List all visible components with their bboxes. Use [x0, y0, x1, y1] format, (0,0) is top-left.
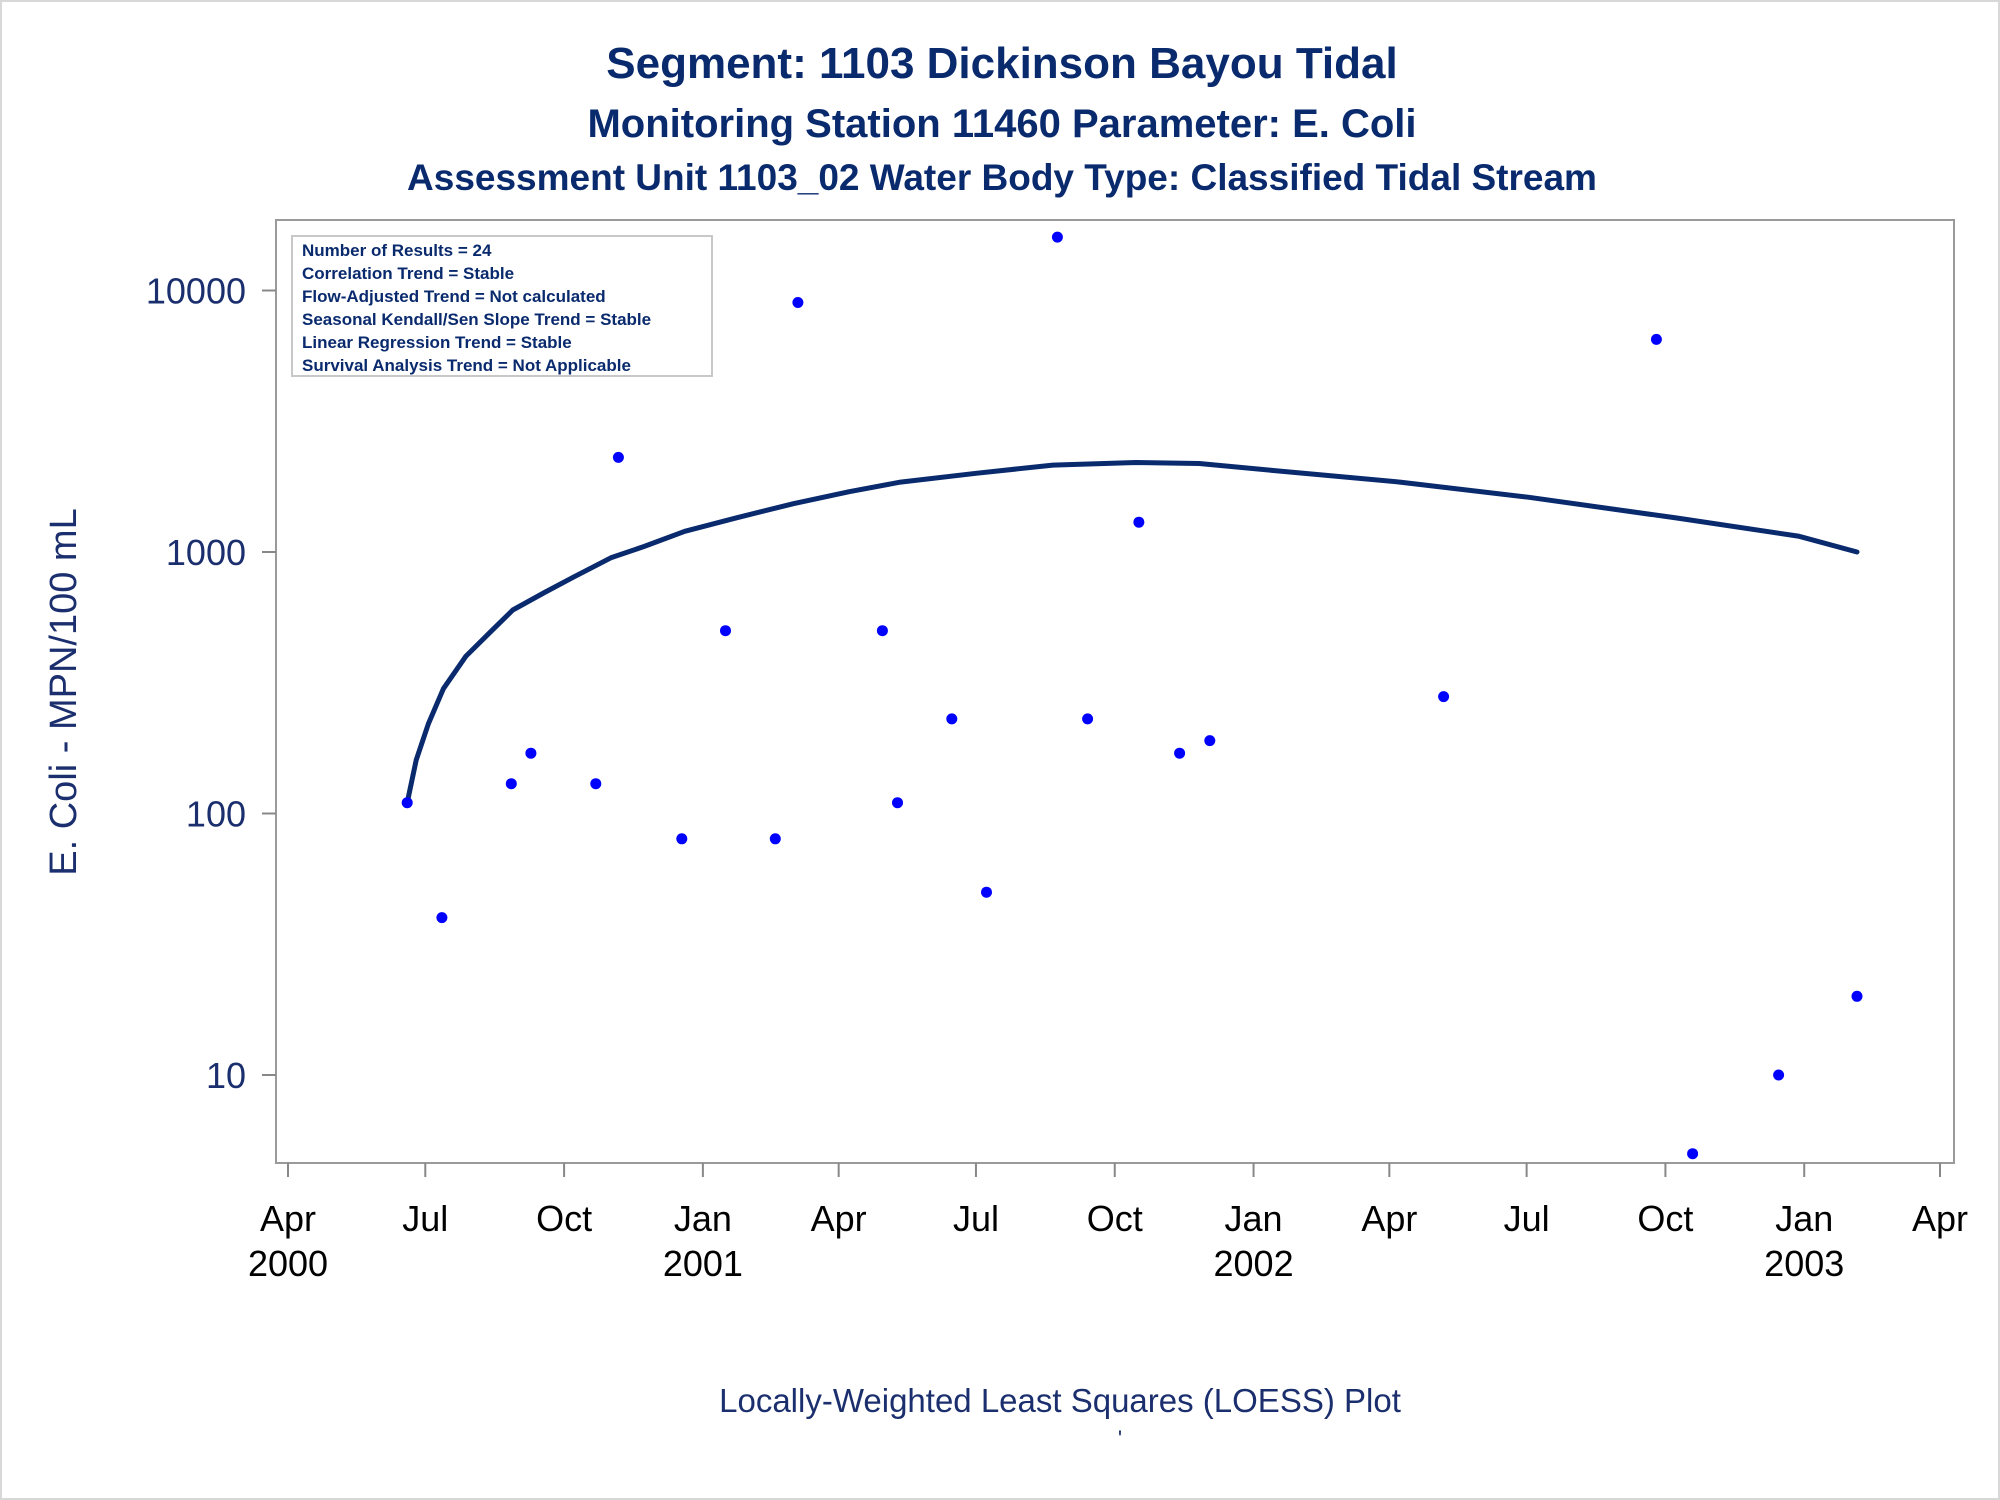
x-tick-label: Apr [811, 1198, 867, 1239]
x-tick-label: Jul [402, 1198, 448, 1239]
data-series [401, 231, 1863, 1160]
x-tick-year-label: 2001 [663, 1243, 743, 1284]
titles: Segment: 1103 Dickinson Bayou Tidal Moni… [407, 39, 1597, 198]
data-point [1851, 990, 1863, 1002]
x-tick-year-label: 2003 [1764, 1243, 1844, 1284]
data-point [612, 451, 624, 463]
data-point [676, 833, 688, 845]
data-point [720, 625, 731, 637]
data-point [436, 912, 448, 924]
data-point [1174, 747, 1186, 759]
x-tick-label: Jul [1504, 1198, 1550, 1239]
stat-survival-analysis-trend: Survival Analysis Trend = Not Applicable [302, 356, 631, 375]
stats-box: Number of Results = 24 Correlation Trend… [291, 235, 713, 377]
x-tick-label: Apr [260, 1198, 316, 1239]
chart-title: Segment: 1103 Dickinson Bayou Tidal [606, 39, 1397, 88]
data-point [1082, 713, 1094, 725]
data-point [1773, 1069, 1785, 1081]
stat-number-of-results: Number of Results = 24 [302, 241, 492, 260]
chart-subtitle-2: Assessment Unit 1103_02 Water Body Type:… [407, 157, 1597, 198]
data-point [1204, 735, 1216, 747]
footnote-mark: ' [1118, 1426, 1122, 1451]
y-tick-label: 1000 [166, 532, 246, 573]
loess-curve [404, 460, 1860, 806]
x-tick-year-label: 2002 [1214, 1243, 1294, 1284]
y-tick-label: 100 [186, 794, 246, 835]
y-axis-label: E. Coli - MPN/100 mL [43, 508, 85, 875]
data-point [792, 297, 804, 308]
data-point [1133, 516, 1145, 528]
data-point [525, 747, 537, 759]
y-tick-label: 10 [206, 1055, 246, 1096]
stat-linear-regression-trend: Linear Regression Trend = Stable [302, 333, 572, 352]
data-point [876, 625, 888, 637]
data-point [892, 797, 903, 809]
stats-box-frame [291, 235, 713, 377]
data-point [1687, 1148, 1699, 1160]
x-tick-label: Apr [1361, 1198, 1417, 1239]
x-tick-label: Oct [536, 1198, 592, 1239]
x-tick-year-label: 2000 [248, 1243, 328, 1284]
x-tick-label: Oct [1637, 1198, 1693, 1239]
x-tick-label: Jan [1775, 1198, 1833, 1239]
footnote: Locally-Weighted Least Squares (LOESS) P… [719, 1382, 1401, 1419]
stat-correlation-trend: Correlation Trend = Stable [302, 264, 514, 283]
x-tick-label: Jan [674, 1198, 732, 1239]
data-point [769, 833, 781, 845]
x-tick-label: Jan [1225, 1198, 1283, 1239]
x-tick-label: Apr [1912, 1198, 1968, 1239]
chart-subtitle: Monitoring Station 11460 Parameter: E. C… [587, 102, 1416, 146]
x-tick-label: Jul [953, 1198, 999, 1239]
data-point [401, 797, 413, 809]
data-point [946, 713, 958, 725]
data-point [981, 886, 992, 898]
x-tick-label: Oct [1087, 1198, 1143, 1239]
stat-flow-adjusted-trend: Flow-Adjusted Trend = Not calculated [302, 287, 606, 306]
data-point [1438, 691, 1450, 703]
y-tick-label: 10000 [146, 271, 246, 312]
data-point [505, 778, 517, 790]
stat-seasonal-kendall-trend: Seasonal Kendall/Sen Slope Trend = Stabl… [302, 310, 651, 329]
data-point [1051, 231, 1063, 243]
data-point [590, 778, 602, 790]
y-axis: 10 100 1000 10000 [146, 271, 276, 1096]
data-point [1650, 333, 1662, 345]
